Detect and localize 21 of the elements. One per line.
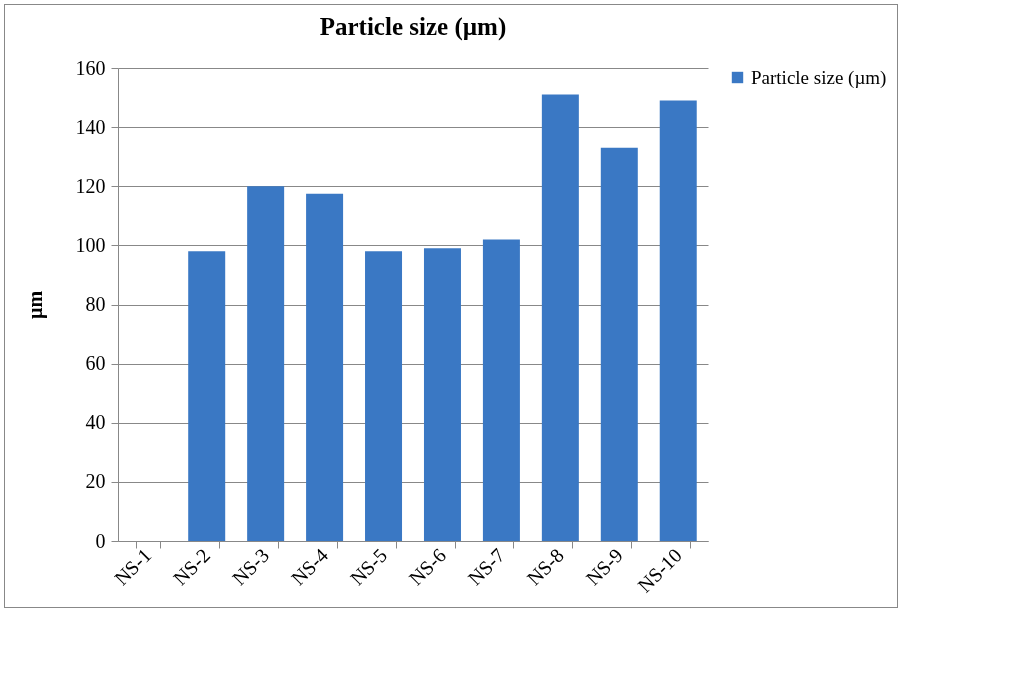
y-tick-label: 100 <box>75 233 106 256</box>
bar <box>306 193 344 541</box>
y-tick-label: 20 <box>85 470 106 493</box>
y-tick-label: 120 <box>75 174 106 197</box>
y-axis-title: µm <box>23 290 47 320</box>
bar <box>659 100 697 541</box>
bar <box>423 248 461 541</box>
bar <box>365 251 403 541</box>
chart-title: Particle size (µm) <box>319 13 507 41</box>
bar <box>247 186 285 541</box>
bar <box>541 94 579 541</box>
y-tick-label: 160 <box>75 56 106 79</box>
bar <box>600 147 638 541</box>
y-tick-label: 140 <box>75 115 106 138</box>
y-tick-label: 0 <box>95 529 106 552</box>
y-tick-label: 80 <box>85 293 106 315</box>
y-tick-label: 60 <box>85 352 106 375</box>
bar <box>482 239 520 541</box>
y-tick-label: 40 <box>85 411 106 434</box>
bar <box>188 251 226 541</box>
legend-label: Particle size (µm) <box>751 66 887 89</box>
